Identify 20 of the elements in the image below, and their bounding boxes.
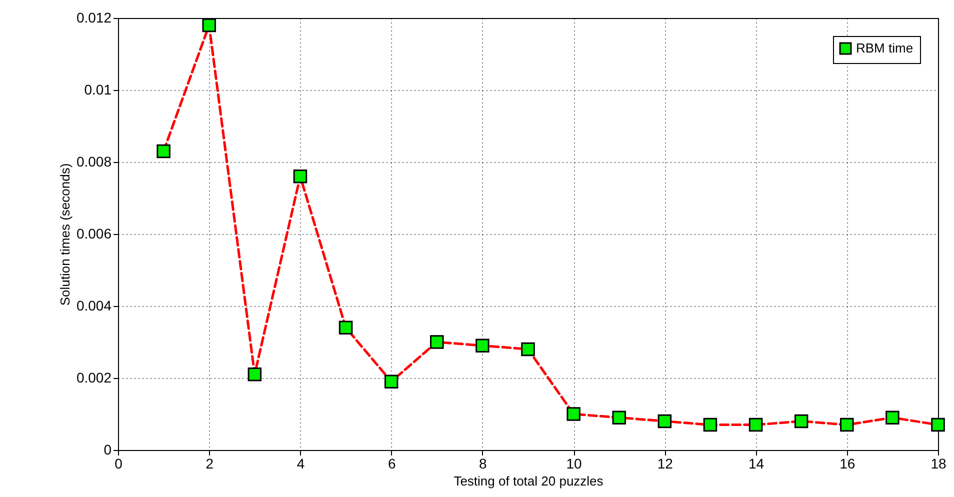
y-tick-label: 0.012 — [76, 10, 112, 26]
x-tick-label: 10 — [566, 456, 582, 472]
y-tick-label: 0.006 — [76, 226, 112, 242]
y-tick-label: 0 — [104, 442, 112, 458]
legend-label: RBM time — [856, 40, 914, 56]
x-tick-label: 0 — [114, 456, 123, 472]
x-tick-label: 12 — [657, 456, 674, 472]
y-tick-label: 0.002 — [76, 370, 112, 386]
x-tick-label: 2 — [206, 456, 214, 472]
x-axis-title: Testing of total 20 puzzles — [454, 474, 604, 488]
y-tick-label: 0.01 — [84, 82, 112, 98]
x-tick-label: 14 — [748, 456, 764, 472]
x-tick-label: 18 — [930, 456, 946, 472]
y-axis-title: Solution times (seconds) — [57, 163, 72, 306]
x-tick-label: 4 — [296, 456, 305, 472]
x-tick-label: 8 — [479, 456, 488, 472]
x-tick-label: 6 — [388, 456, 396, 472]
x-tick-label: 16 — [840, 456, 856, 472]
y-tick-label: 0.008 — [76, 154, 112, 170]
y-tick-label: 0.004 — [76, 298, 112, 314]
